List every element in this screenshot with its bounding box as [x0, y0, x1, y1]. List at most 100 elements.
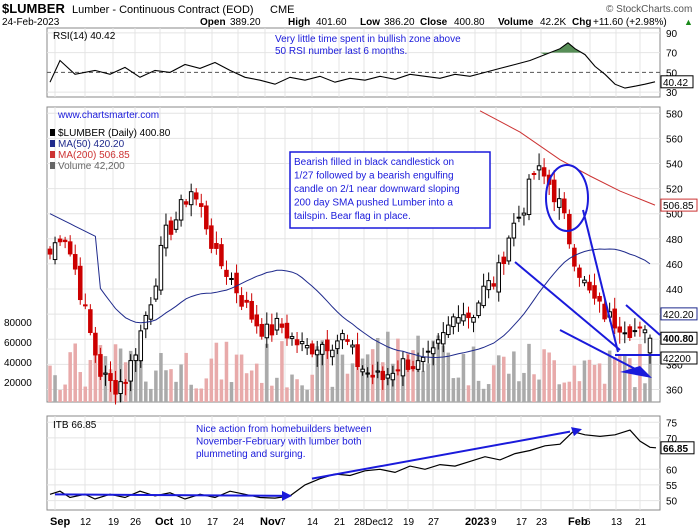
itb-current-tag-box	[660, 441, 695, 455]
candle-body	[582, 279, 587, 284]
candle-body	[239, 295, 244, 307]
candle-body	[627, 326, 633, 338]
x-tick-label: 14	[307, 517, 319, 528]
volume-bar	[512, 351, 516, 402]
volume-bar	[159, 353, 163, 402]
candle-body	[77, 265, 83, 301]
close-label: Close	[420, 17, 448, 28]
volume-bar	[78, 372, 83, 402]
candle-body	[138, 330, 144, 362]
volume-bar	[436, 335, 440, 402]
candle-body	[148, 304, 154, 320]
candle-body	[617, 326, 623, 333]
price-note-line: 200 day SMA pushed Lumber into a	[294, 198, 453, 209]
candle-body	[587, 281, 592, 291]
volume-bar	[58, 389, 62, 402]
trend-line-down	[514, 261, 621, 351]
volume-bar	[401, 371, 405, 402]
legend-item: Volume 42,200	[58, 161, 125, 172]
candle-body	[375, 370, 380, 373]
candle-body	[249, 300, 254, 320]
rsi-overbought-fill	[540, 42, 582, 55]
volume-bar	[345, 373, 350, 402]
itb-note-line: plummeting and surging.	[196, 449, 306, 460]
candle-body	[133, 354, 138, 362]
rsi-note-line2: 50 RSI number last 6 months.	[275, 46, 407, 57]
low-value: 386.20	[384, 17, 415, 28]
itb-tick-label: 75	[666, 418, 678, 429]
volume-bar	[179, 364, 183, 402]
volume-bar	[612, 357, 617, 402]
volume-bar	[144, 381, 148, 402]
candle-body	[516, 216, 522, 219]
exchange-label: CME	[270, 4, 294, 16]
volume-bar	[527, 343, 531, 402]
volume-bar	[643, 383, 647, 402]
candle-body	[88, 309, 93, 334]
candle-body	[183, 201, 189, 205]
volume-bar	[133, 353, 138, 402]
candle-body	[441, 332, 446, 345]
volume-bar	[552, 360, 556, 402]
itb-tick-label: 60	[666, 465, 678, 476]
volume-bar	[486, 384, 491, 402]
legend-item: MA(200) 506.85	[58, 150, 130, 161]
candle-body	[541, 167, 547, 177]
volume-bar	[199, 388, 204, 402]
candle-body	[209, 225, 214, 249]
volume-bar	[169, 369, 173, 402]
x-tick-label: 23	[536, 517, 548, 528]
candle-body	[98, 354, 103, 377]
volume-bar	[194, 388, 198, 402]
candle-body	[567, 213, 572, 245]
candle-body	[173, 219, 179, 230]
candle-body	[294, 339, 300, 346]
close-value: 400.80	[454, 17, 485, 28]
volume-bar	[154, 370, 158, 402]
volume-bar	[219, 379, 224, 402]
flag-top-line	[625, 304, 661, 336]
candles	[47, 153, 653, 405]
itb-trend-line-1	[54, 493, 291, 497]
volume-bar	[285, 387, 289, 402]
volume-bar	[300, 385, 304, 402]
candle-body	[577, 267, 582, 278]
x-tick-label: Feb	[568, 516, 588, 528]
candle-body	[531, 173, 537, 176]
rsi-label: RSI(14) 40.42	[53, 31, 116, 42]
candle-body	[486, 280, 491, 291]
candle-body	[642, 329, 648, 334]
ma200-tag: 506.85	[663, 201, 694, 212]
volume-bar	[204, 378, 209, 402]
candle-body	[168, 220, 174, 235]
volume-bar	[466, 385, 471, 402]
candle-body	[415, 360, 421, 370]
itb-trend-line-2	[311, 430, 571, 480]
x-tick-label: Nov	[260, 516, 282, 528]
close-tag-box	[660, 331, 698, 345]
rsi-tick-label: 90	[666, 29, 678, 40]
volume-bar	[607, 350, 612, 402]
x-tick-label: 10	[180, 517, 192, 528]
volume-bar	[623, 354, 627, 402]
candle-body	[335, 340, 340, 350]
line-blue-icon	[50, 140, 55, 147]
candle-body	[446, 324, 451, 336]
candle-body	[269, 324, 275, 336]
rsi-tick-label: 30	[666, 88, 678, 99]
x-tick-label: 9	[491, 517, 497, 528]
candle-body	[254, 314, 259, 327]
volume-bar	[209, 358, 214, 402]
volume-tag: 42200	[663, 354, 691, 365]
candle-body	[264, 323, 270, 339]
candle-body	[274, 317, 280, 331]
volume-bar	[315, 346, 319, 402]
volume-bar	[517, 381, 521, 402]
candle-body	[163, 224, 169, 249]
candle-icon	[50, 129, 55, 136]
volume-bar	[446, 352, 451, 402]
price-tick-label: 580	[666, 109, 683, 120]
itb-arrow-1-icon	[282, 490, 292, 501]
